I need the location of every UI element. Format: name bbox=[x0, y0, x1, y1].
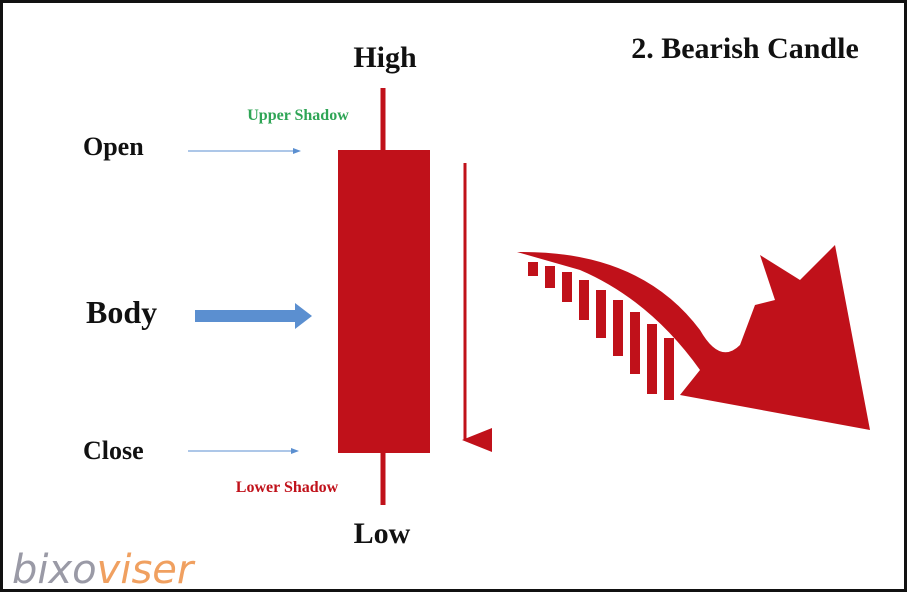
low-label: Low bbox=[354, 517, 411, 550]
page: 2. Bearish Candle High Low Upper Shadow … bbox=[0, 0, 909, 594]
lower-shadow-label: Lower Shadow bbox=[236, 479, 339, 496]
title: 2. Bearish Candle bbox=[631, 32, 859, 65]
candle-body bbox=[338, 150, 430, 453]
upper-shadow-label: Upper Shadow bbox=[247, 107, 349, 124]
watermark-part: bixo bbox=[12, 547, 97, 593]
body-label: Body bbox=[86, 294, 157, 330]
high-label: High bbox=[353, 41, 417, 74]
watermark: bixoviser bbox=[12, 547, 196, 593]
close-label: Close bbox=[83, 436, 144, 465]
open-label: Open bbox=[83, 132, 144, 161]
watermark-part: viser bbox=[97, 547, 196, 593]
diagram: 2. Bearish Candle High Low Upper Shadow … bbox=[0, 0, 909, 594]
